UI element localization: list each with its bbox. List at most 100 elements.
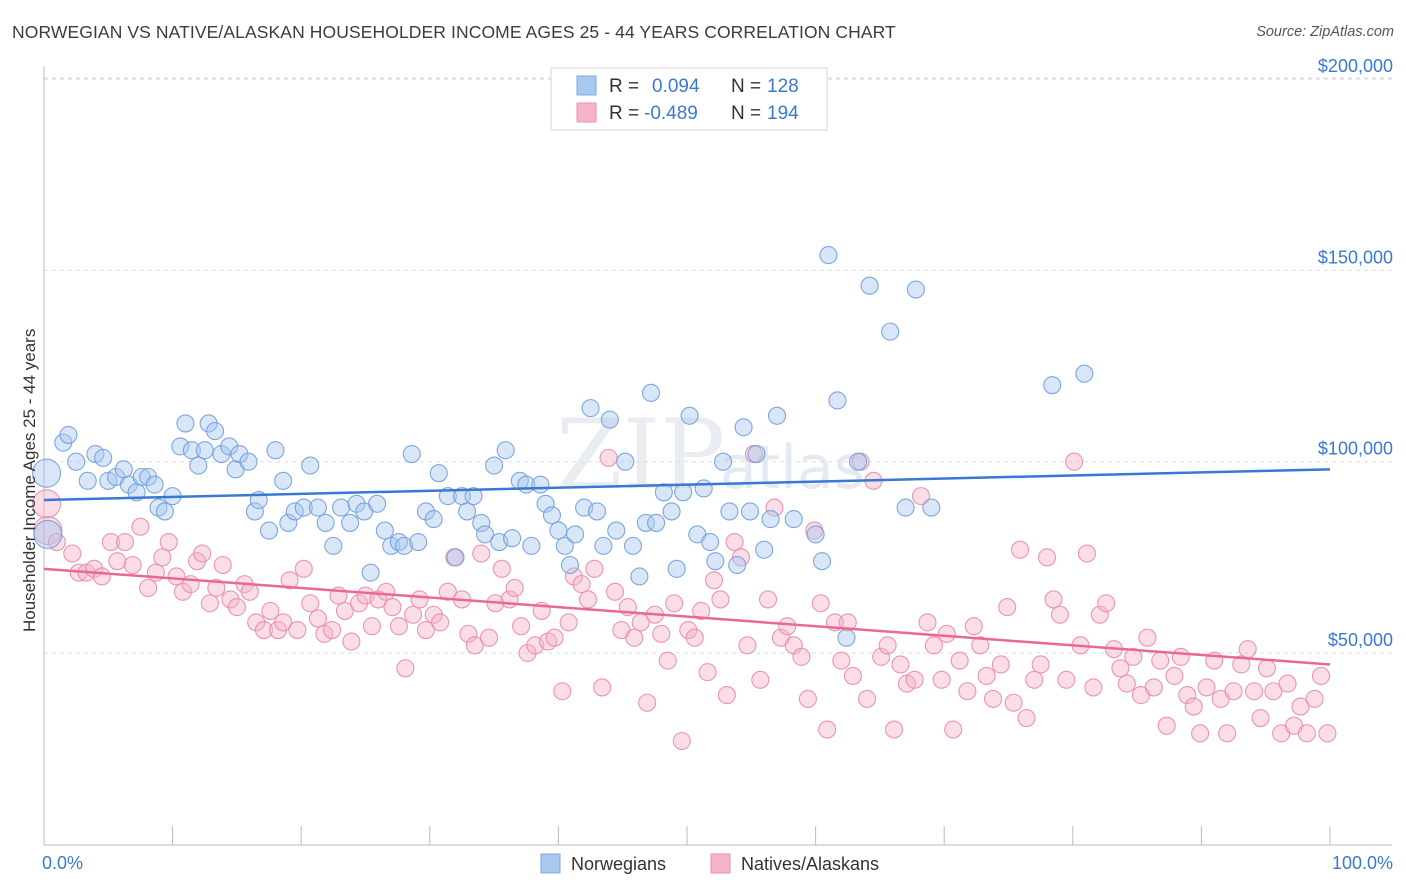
data-point	[725, 532, 744, 552]
data-point	[323, 620, 342, 640]
data-point	[465, 636, 484, 655]
data-point	[1251, 708, 1270, 728]
data-point	[636, 513, 655, 532]
data-point	[438, 487, 457, 506]
source-credit: Source: ZipAtlas.com	[1256, 24, 1394, 40]
data-point	[1097, 594, 1116, 613]
data-point	[1038, 548, 1057, 567]
data-point	[1151, 651, 1170, 670]
data-point	[410, 590, 429, 609]
data-point	[274, 471, 293, 490]
data-point	[581, 399, 600, 418]
data-point	[294, 498, 313, 517]
data-point	[59, 425, 78, 444]
data-point	[522, 536, 541, 555]
data-point	[734, 418, 753, 437]
data-point	[559, 613, 578, 632]
data-point	[553, 682, 572, 701]
data-point	[261, 601, 280, 620]
data-point	[896, 498, 915, 517]
data-point	[1124, 647, 1143, 666]
data-point	[806, 525, 825, 544]
data-point	[720, 502, 739, 521]
data-point	[991, 655, 1010, 674]
data-point	[153, 548, 172, 567]
data-point	[1144, 678, 1163, 697]
data-point	[728, 555, 747, 575]
data-point	[195, 441, 214, 460]
data-point	[207, 578, 226, 598]
stats-r-label-blue: R =	[609, 76, 639, 97]
data-point	[542, 506, 562, 525]
data-point	[212, 444, 231, 464]
data-point	[706, 552, 725, 571]
legend-swatch-norwegians	[540, 853, 561, 874]
data-point	[101, 532, 120, 552]
data-point	[792, 647, 811, 666]
data-point	[362, 617, 381, 636]
y-tick-label: $200,000	[1318, 56, 1393, 76]
data-point	[424, 510, 443, 529]
data-point	[503, 529, 522, 548]
data-point	[667, 559, 686, 578]
data-point	[254, 620, 273, 640]
stats-swatch-pink	[576, 102, 597, 123]
data-point	[704, 571, 724, 590]
data-point	[566, 525, 585, 544]
data-point	[922, 498, 941, 517]
data-point	[672, 731, 691, 751]
data-point	[747, 444, 766, 464]
data-point	[625, 628, 644, 647]
data-point	[316, 513, 335, 532]
data-point	[1165, 666, 1184, 686]
data-point	[912, 487, 931, 506]
data-point	[1184, 697, 1203, 716]
data-point	[891, 655, 910, 674]
data-point	[755, 540, 774, 559]
data-point	[33, 519, 63, 549]
data-point	[607, 521, 626, 540]
data-point	[205, 422, 225, 441]
data-point	[605, 582, 625, 601]
data-point	[383, 598, 402, 617]
data-point	[472, 513, 491, 532]
data-point	[220, 437, 239, 456]
trendline-natives	[43, 567, 1331, 666]
data-point	[1197, 678, 1216, 697]
data-point	[416, 620, 435, 640]
data-point	[114, 460, 133, 479]
y-axis-label: Householder Income Ages 25 - 44 years	[20, 329, 39, 632]
data-point	[924, 636, 943, 655]
data-point	[958, 682, 977, 701]
data-point	[1264, 682, 1283, 701]
stats-n-label-blue: N =	[731, 76, 761, 97]
data-point	[857, 689, 877, 708]
data-point	[838, 613, 857, 632]
data-point	[832, 651, 851, 670]
data-point	[872, 647, 891, 666]
data-point	[301, 456, 320, 475]
data-point	[1044, 590, 1063, 609]
data-point	[131, 517, 150, 536]
y-tick-label: $50,000	[1328, 630, 1393, 650]
data-point	[416, 502, 435, 521]
stats-n-value-blue: 128	[767, 76, 799, 97]
data-point	[247, 613, 266, 632]
legend: Norwegians Natives/Alaskans	[540, 853, 879, 874]
data-point	[459, 624, 478, 643]
data-point	[932, 670, 951, 689]
data-point	[616, 452, 635, 471]
data-point	[193, 544, 212, 563]
data-point	[402, 444, 421, 464]
data-point	[828, 391, 847, 410]
data-point	[240, 582, 259, 601]
data-point	[694, 479, 713, 498]
data-point	[173, 582, 192, 601]
data-point	[761, 510, 780, 529]
data-point	[396, 659, 415, 678]
data-point	[593, 678, 612, 697]
data-point	[599, 448, 618, 467]
data-point	[159, 532, 178, 552]
data-point	[1011, 540, 1030, 559]
